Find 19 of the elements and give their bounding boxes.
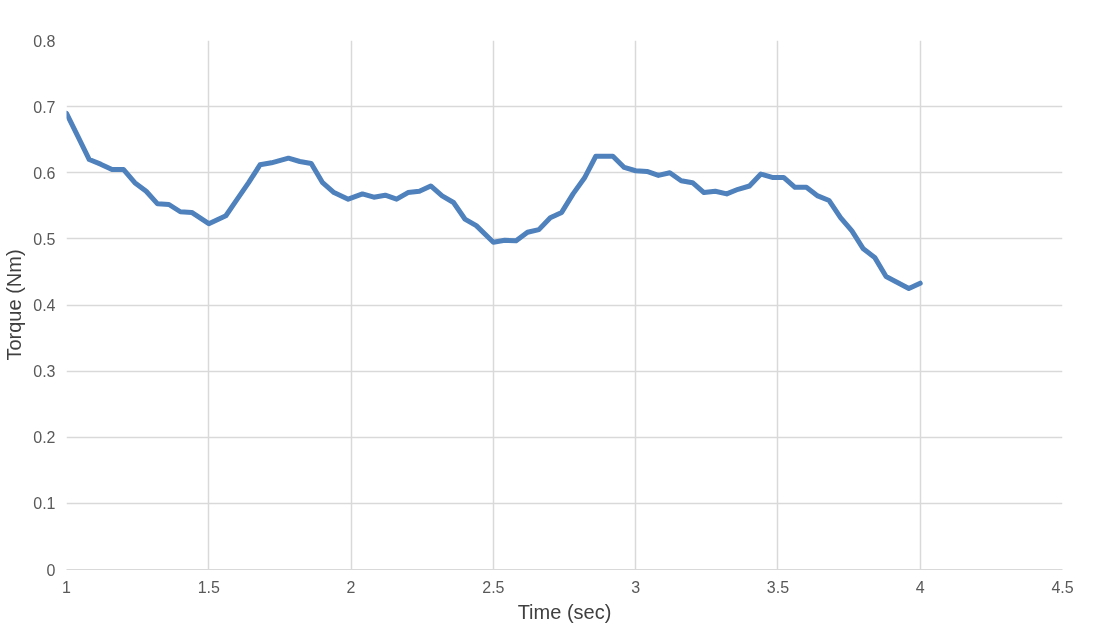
x-tick-label: 3.5 (766, 578, 790, 596)
y-tick-label: 0.6 (33, 164, 56, 182)
x-tick-label: 1.5 (197, 578, 221, 596)
x-axis-title: Time (sec) (517, 600, 612, 623)
x-tick-label: 2 (346, 578, 356, 596)
y-tick-label: 0.5 (33, 230, 56, 248)
y-tick-label: 0.4 (33, 297, 56, 314)
y-tick-label: 0.2 (33, 429, 56, 447)
y-axis-title: Torque (Nm) (3, 249, 26, 361)
y-tick-label: 0.7 (33, 98, 56, 116)
y-tick-label: 0.3 (33, 363, 56, 381)
y-tick-label: 0.8 (33, 32, 56, 50)
y-tick-label: 0.1 (33, 495, 56, 513)
x-tick-label: 4 (915, 578, 925, 596)
x-tick-label: 2.5 (482, 578, 505, 596)
x-tick-label: 3 (631, 578, 641, 596)
x-tick-label: 1 (62, 578, 72, 596)
x-tick-label: 4.5 (1051, 578, 1074, 596)
y-tick-label: 0 (46, 561, 56, 579)
